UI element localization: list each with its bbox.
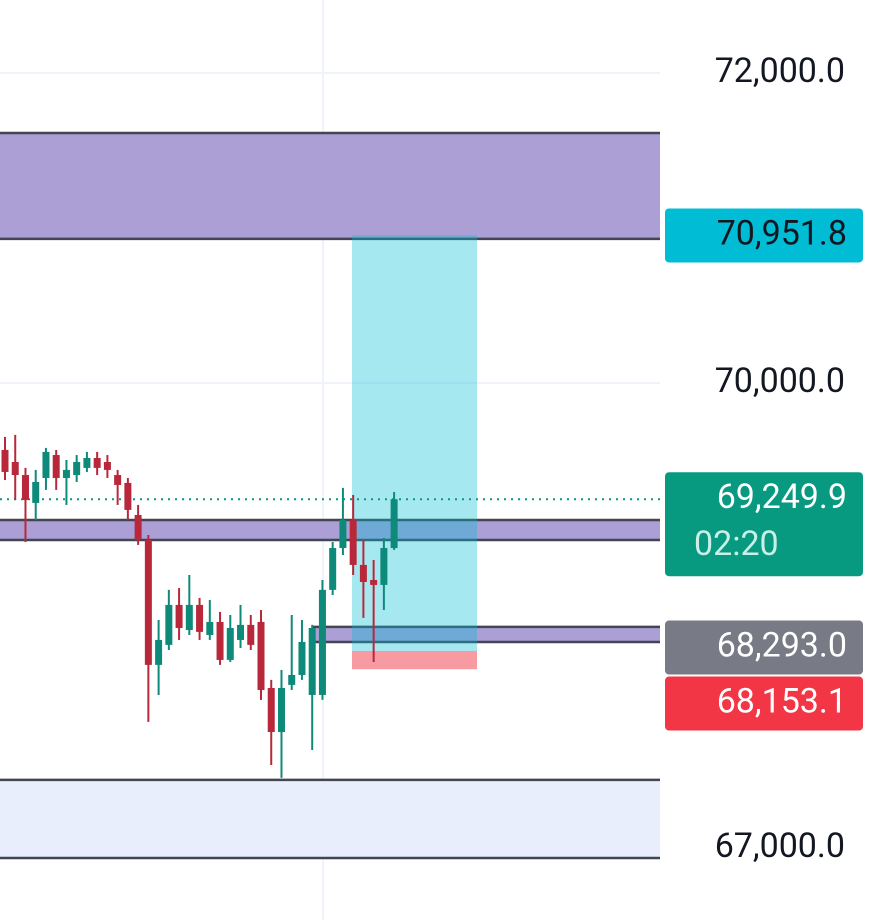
- candle: [1, 436, 9, 480]
- candle: [237, 604, 245, 648]
- candle-body: [370, 579, 378, 585]
- candle-body: [349, 519, 357, 565]
- candle: [42, 447, 50, 490]
- candle: [185, 575, 193, 635]
- candle-body: [175, 604, 183, 629]
- candle-body: [339, 519, 347, 549]
- candle: [155, 619, 163, 695]
- candle-body: [206, 621, 214, 635]
- candle-body: [237, 624, 245, 640]
- candle: [359, 539, 367, 618]
- candle: [124, 477, 132, 520]
- candle-body: [1, 449, 9, 472]
- candle-body: [93, 457, 101, 468]
- candle: [134, 504, 142, 545]
- candle-body: [32, 482, 40, 503]
- candle-body: [318, 589, 326, 695]
- candle-body: [185, 604, 193, 631]
- candle-body: [216, 621, 224, 660]
- candle: [318, 579, 326, 700]
- zone: [0, 779, 660, 859]
- candle: [380, 537, 388, 611]
- candle-body: [11, 462, 19, 476]
- price-tag-label: 69,249.9: [717, 477, 847, 517]
- position-profit: [352, 235, 477, 651]
- candle-body: [288, 674, 296, 685]
- candle: [114, 469, 122, 505]
- candle-body: [42, 451, 50, 478]
- candle-body: [73, 462, 81, 476]
- candle-body: [155, 639, 163, 665]
- candle-body: [103, 462, 111, 470]
- candle: [32, 469, 40, 520]
- candle: [329, 541, 337, 595]
- candle-body: [380, 548, 388, 585]
- countdown-label: 02:20: [694, 524, 779, 564]
- candle: [277, 670, 285, 778]
- price-tag: [665, 620, 863, 675]
- y-tick-label: 72,000.0: [715, 51, 845, 91]
- price-tag: [665, 208, 863, 263]
- candle-body: [21, 475, 29, 500]
- candle: [267, 679, 275, 766]
- candle: [21, 467, 29, 542]
- candle-body: [52, 455, 60, 478]
- y-tick-label: 67,000.0: [715, 826, 845, 866]
- candle: [247, 614, 255, 651]
- candle: [339, 487, 347, 556]
- candle-body: [359, 564, 367, 582]
- y-tick-label: 70,000.0: [715, 361, 845, 401]
- zone: [0, 519, 660, 540]
- candle: [52, 449, 60, 490]
- candle: [288, 614, 296, 690]
- candle-body: [390, 499, 398, 549]
- candle: [370, 559, 378, 662]
- zone: [0, 132, 660, 239]
- candle: [308, 624, 316, 750]
- candle: [196, 597, 204, 640]
- candle-body: [83, 457, 91, 468]
- candle-body: [308, 628, 316, 695]
- candle-body: [165, 604, 173, 645]
- candle: [144, 535, 152, 722]
- candle-body: [144, 539, 152, 665]
- candle-body: [257, 621, 265, 690]
- price-tag-label: 68,153.1: [717, 682, 847, 722]
- candle-body: [62, 469, 70, 478]
- candle: [165, 589, 173, 651]
- candle: [216, 611, 224, 665]
- candle-body: [277, 687, 285, 733]
- candle: [226, 614, 234, 662]
- candle: [349, 495, 357, 575]
- zone: [313, 626, 660, 642]
- candle: [298, 619, 306, 680]
- candle-body: [124, 482, 132, 510]
- candle: [73, 455, 81, 483]
- price-tag-label: 68,293.0: [717, 626, 847, 666]
- candle-body: [114, 475, 122, 485]
- candle-body: [134, 515, 142, 540]
- candle: [257, 610, 265, 700]
- price-tag-label: 70,951.8: [717, 213, 847, 253]
- candle: [93, 451, 101, 476]
- candle: [175, 588, 183, 640]
- candle-body: [247, 624, 255, 645]
- candle: [206, 599, 214, 640]
- price-tag: [665, 676, 863, 731]
- price-tag: [665, 472, 863, 577]
- candle: [11, 434, 19, 500]
- candle-body: [267, 687, 275, 733]
- position-loss: [352, 650, 477, 670]
- candle: [83, 451, 91, 472]
- candle-body: [196, 604, 204, 632]
- candle: [103, 455, 111, 478]
- candle-body: [329, 548, 337, 590]
- candle-body: [226, 628, 234, 660]
- candle: [62, 460, 70, 505]
- candle: [390, 491, 398, 550]
- candle-body: [298, 641, 306, 675]
